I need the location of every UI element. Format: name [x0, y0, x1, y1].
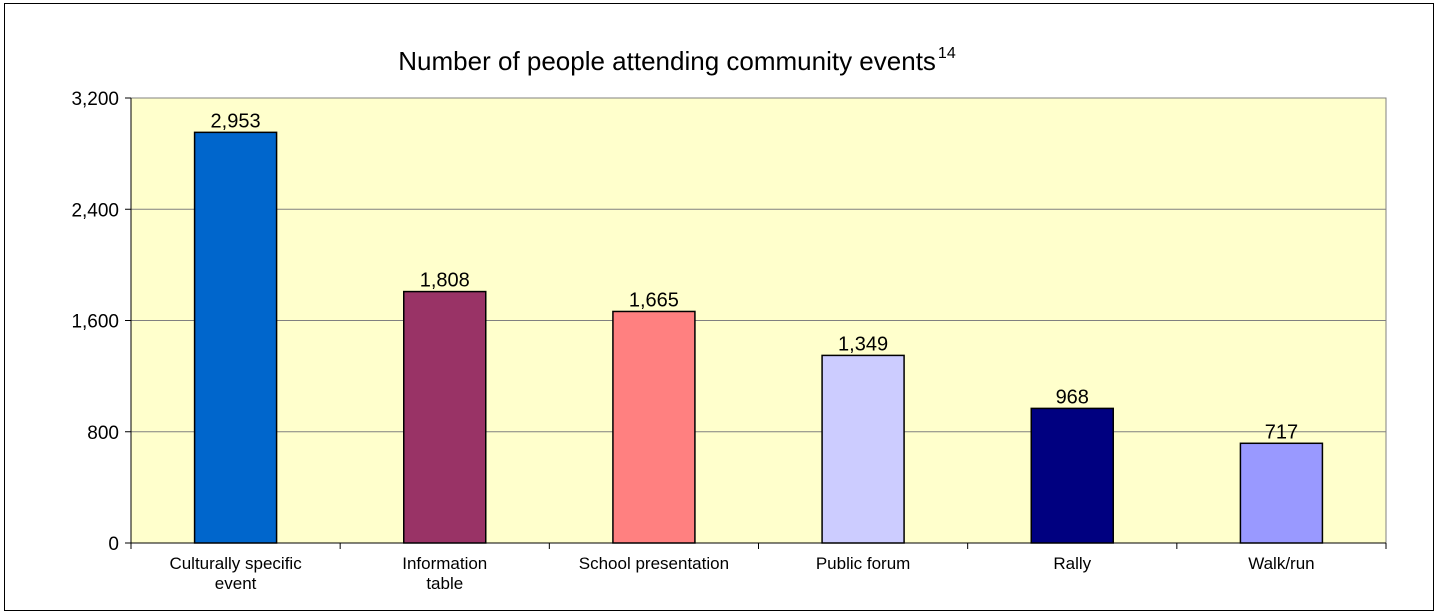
bar — [821, 354, 905, 544]
data-label: 1,808 — [420, 270, 470, 292]
bar — [612, 310, 696, 544]
chart-title: Number of people attending community eve… — [398, 45, 956, 76]
data-label: 1,349 — [838, 333, 888, 355]
data-label: 717 — [1265, 421, 1298, 443]
bar — [403, 290, 487, 544]
category-label: Culturally specific — [169, 554, 302, 573]
chart-title-superscript: 14 — [938, 45, 956, 62]
chart-title-main: Number of people attending community eve… — [398, 46, 936, 76]
y-tick-label: 3,200 — [71, 89, 119, 110]
bar — [193, 131, 278, 544]
category-label: Walk/run — [1248, 554, 1314, 573]
axes — [125, 97, 1387, 549]
y-tick-label: 0 — [108, 534, 119, 555]
y-tick-label: 2,400 — [71, 200, 119, 221]
category-label: event — [215, 574, 257, 593]
gridlines — [131, 208, 1386, 433]
chart-frame: Number of people attending community eve… — [4, 3, 1434, 611]
category-label: Rally — [1053, 554, 1091, 573]
bar — [1239, 442, 1324, 544]
labels: 0 800 1,600 2,400 3,200 2,953 Culturally speci… — [71, 89, 1314, 593]
category-label: Information — [402, 554, 487, 573]
data-label: 1,665 — [629, 289, 679, 311]
data-label: 968 — [1056, 386, 1089, 408]
y-tick-label: 1,600 — [71, 312, 119, 333]
y-tick-label: 800 — [87, 423, 119, 444]
category-label: Public forum — [816, 554, 910, 573]
data-label: 2,953 — [211, 110, 261, 132]
category-label: table — [426, 574, 463, 593]
bar-chart: Number of people attending community eve… — [71, 45, 1387, 593]
bar — [1030, 407, 1114, 544]
bars — [193, 131, 1324, 544]
category-label: School presentation — [579, 554, 729, 573]
